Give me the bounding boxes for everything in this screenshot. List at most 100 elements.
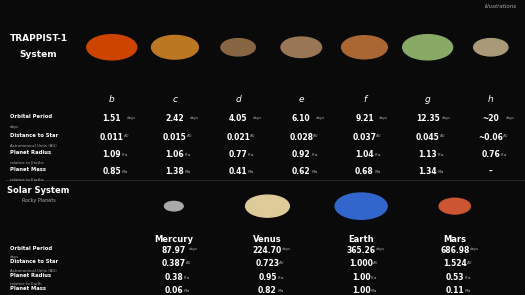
Text: days: days	[469, 247, 478, 251]
Text: 0.015: 0.015	[163, 133, 187, 142]
Text: ~20: ~20	[482, 114, 499, 123]
Text: $R_\oplus$: $R_\oplus$	[184, 151, 192, 159]
Text: AU: AU	[187, 134, 192, 138]
Text: AU: AU	[250, 134, 256, 138]
Circle shape	[164, 201, 183, 211]
Text: 0.06: 0.06	[164, 286, 183, 295]
Text: 0.41: 0.41	[229, 167, 247, 176]
Text: 0.77: 0.77	[229, 150, 248, 159]
Text: d: d	[235, 94, 241, 104]
Text: 0.037: 0.037	[352, 133, 376, 142]
Text: $R_\oplus$: $R_\oplus$	[500, 151, 508, 159]
Circle shape	[474, 39, 508, 56]
Text: Orbital Period: Orbital Period	[10, 114, 52, 119]
Text: $R_\oplus$: $R_\oplus$	[437, 151, 444, 159]
Text: Distance to Star: Distance to Star	[10, 260, 58, 264]
Text: days: days	[253, 116, 262, 119]
Text: Planet Mass: Planet Mass	[10, 167, 46, 172]
Text: 0.62: 0.62	[292, 167, 311, 176]
Text: days: days	[188, 247, 197, 251]
Text: $M_\oplus$: $M_\oplus$	[183, 288, 191, 295]
Text: relative to Earths: relative to Earths	[10, 161, 44, 165]
Text: AU: AU	[124, 134, 129, 138]
Text: Mercury: Mercury	[154, 235, 193, 244]
Text: 1.00: 1.00	[352, 286, 371, 295]
Text: $R_\oplus$: $R_\oplus$	[183, 274, 191, 282]
Text: $R_\oplus$: $R_\oplus$	[247, 151, 255, 159]
Text: $M_\oplus$: $M_\oplus$	[371, 288, 379, 295]
Circle shape	[87, 35, 136, 60]
Text: 0.028: 0.028	[289, 133, 313, 142]
Text: $R_\oplus$: $R_\oplus$	[311, 151, 318, 159]
Text: $R_\oplus$: $R_\oplus$	[371, 274, 378, 282]
Text: AU: AU	[503, 134, 508, 138]
Text: Orbital Period: Orbital Period	[10, 245, 52, 250]
Text: AU: AU	[186, 261, 191, 265]
Text: days: days	[190, 116, 198, 119]
Text: 0.011: 0.011	[100, 133, 124, 142]
Text: $M_\oplus$: $M_\oplus$	[121, 168, 129, 176]
Text: days: days	[506, 116, 514, 119]
Text: Solar System: Solar System	[7, 186, 70, 196]
Text: System: System	[20, 50, 57, 59]
Text: Planet Radius: Planet Radius	[10, 150, 51, 155]
Text: –: –	[489, 167, 492, 176]
Text: 0.76: 0.76	[481, 150, 500, 159]
Circle shape	[221, 39, 255, 56]
Text: days: days	[282, 247, 291, 251]
Text: 0.92: 0.92	[292, 150, 311, 159]
Text: Astronomical Units (AU): Astronomical Units (AU)	[10, 144, 57, 148]
Text: AU: AU	[376, 134, 382, 138]
Text: 0.95: 0.95	[258, 273, 277, 282]
Circle shape	[281, 37, 322, 58]
Text: 1.51: 1.51	[102, 114, 121, 123]
Text: $R_\oplus$: $R_\oplus$	[464, 274, 471, 282]
Circle shape	[152, 35, 198, 59]
Text: days: days	[379, 116, 388, 119]
Text: 1.13: 1.13	[418, 150, 437, 159]
Text: 12.35: 12.35	[416, 114, 439, 123]
Text: AU: AU	[373, 261, 379, 265]
Text: c: c	[172, 94, 177, 104]
Text: 87.97: 87.97	[162, 245, 186, 255]
Text: Mars: Mars	[443, 235, 466, 244]
Text: relative to Earths: relative to Earths	[10, 178, 44, 182]
Text: 1.524: 1.524	[443, 260, 467, 268]
Text: Astronomical Units (AU): Astronomical Units (AU)	[10, 269, 57, 273]
Text: days: days	[10, 125, 19, 129]
Circle shape	[439, 198, 470, 214]
Text: days: days	[442, 116, 452, 119]
Circle shape	[335, 193, 387, 219]
Text: $M_\oplus$: $M_\oplus$	[374, 168, 382, 176]
Text: $M_\oplus$: $M_\oplus$	[277, 288, 285, 295]
Text: Planet Mass: Planet Mass	[10, 286, 46, 291]
Text: $M_\oplus$: $M_\oplus$	[184, 168, 192, 176]
Text: Rocky Planets: Rocky Planets	[22, 198, 56, 203]
Text: 0.38: 0.38	[164, 273, 183, 282]
Circle shape	[403, 35, 453, 60]
Text: AU: AU	[467, 261, 472, 265]
Text: $M_\oplus$: $M_\oplus$	[464, 288, 472, 295]
Text: 1.38: 1.38	[165, 167, 184, 176]
Text: 0.53: 0.53	[446, 273, 464, 282]
Text: 686.98: 686.98	[440, 245, 469, 255]
Text: 0.68: 0.68	[355, 167, 374, 176]
Text: 1.00: 1.00	[352, 273, 371, 282]
Text: Distance to Star: Distance to Star	[10, 133, 58, 137]
Text: $M_\oplus$: $M_\oplus$	[311, 168, 319, 176]
Text: 1.34: 1.34	[418, 167, 437, 176]
Text: 0.85: 0.85	[102, 167, 121, 176]
Text: $R_\oplus$: $R_\oplus$	[121, 151, 129, 159]
Text: 1.09: 1.09	[102, 150, 121, 159]
Text: AU: AU	[439, 134, 445, 138]
Text: Planet Radius: Planet Radius	[10, 273, 51, 278]
Text: Earth: Earth	[348, 235, 374, 244]
Text: 2.42: 2.42	[165, 114, 184, 123]
Text: 0.387: 0.387	[162, 260, 186, 268]
Text: relative to Earth: relative to Earth	[10, 282, 41, 286]
Text: $M_\oplus$: $M_\oplus$	[437, 168, 445, 176]
Text: Illustrations: Illustrations	[485, 4, 517, 9]
Text: 1.000: 1.000	[349, 260, 373, 268]
Circle shape	[342, 36, 387, 59]
Text: 1.06: 1.06	[165, 150, 184, 159]
